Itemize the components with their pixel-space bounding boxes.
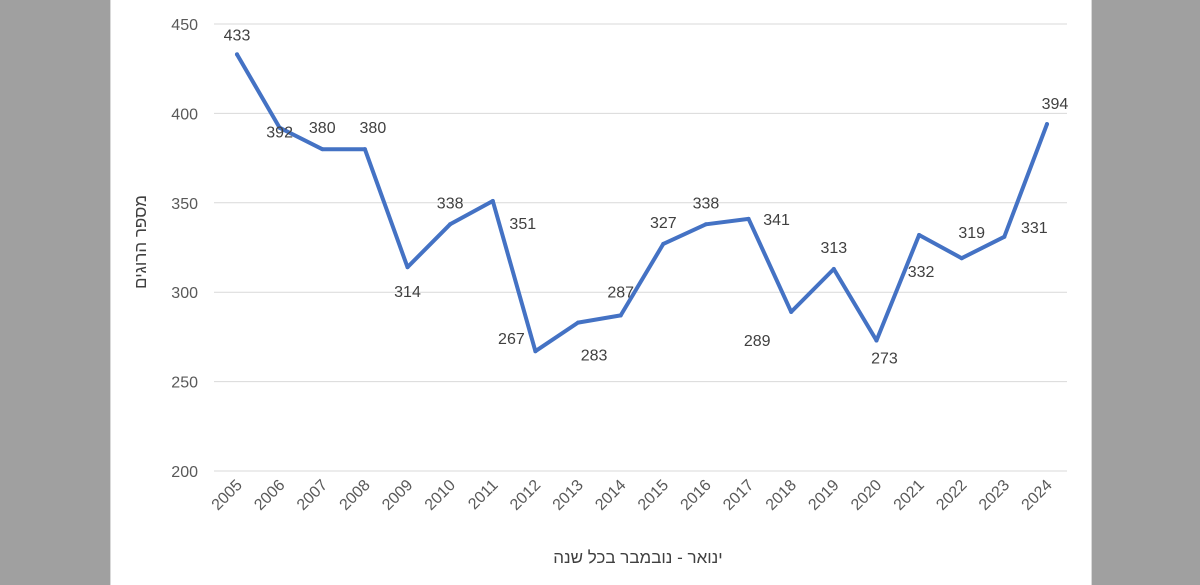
data-label: 319 bbox=[958, 225, 985, 242]
x-tick-label: 2022 bbox=[933, 477, 970, 514]
data-label: 351 bbox=[509, 216, 536, 233]
data-point bbox=[405, 265, 410, 270]
x-tick-label: 2016 bbox=[678, 477, 715, 514]
x-tick-label: 2017 bbox=[720, 477, 757, 514]
x-tick-label: 2018 bbox=[763, 477, 800, 514]
x-tick-label: 2019 bbox=[805, 477, 842, 514]
x-axis-title: ינואר - נובמבר בכל שנה bbox=[553, 548, 722, 567]
data-point bbox=[661, 241, 666, 246]
data-point bbox=[277, 125, 282, 130]
y-tick-label: 200 bbox=[171, 464, 198, 481]
data-labels-group: 433 392 380 380 314 338 351 267 283 287 327 338 341 2… bbox=[224, 27, 1069, 367]
data-label: 273 bbox=[871, 350, 898, 367]
x-tick-label: 2010 bbox=[422, 477, 459, 514]
data-point bbox=[235, 52, 239, 57]
data-label: 283 bbox=[581, 348, 608, 365]
x-tick-label: 2006 bbox=[251, 477, 288, 514]
x-tick-label: 2023 bbox=[976, 477, 1013, 514]
data-point bbox=[789, 309, 794, 314]
x-tick-label: 2024 bbox=[1019, 477, 1056, 514]
data-label: 287 bbox=[607, 284, 634, 301]
y-axis-ticks: 200 250 300 350 400 450 bbox=[171, 17, 198, 481]
y-tick-label: 400 bbox=[171, 106, 198, 123]
x-tick-label: 2007 bbox=[294, 477, 331, 514]
y-tick-label: 450 bbox=[171, 17, 198, 34]
data-point bbox=[831, 266, 836, 271]
x-tick-label: 2014 bbox=[592, 477, 629, 514]
x-tick-label: 2011 bbox=[465, 477, 501, 513]
data-label: 380 bbox=[360, 120, 387, 137]
data-label: 313 bbox=[820, 240, 847, 257]
y-axis-title: מספר הרוגים bbox=[131, 195, 150, 289]
series-line bbox=[235, 52, 1049, 354]
data-label: 394 bbox=[1042, 96, 1069, 113]
x-tick-label: 2012 bbox=[507, 477, 544, 514]
data-point bbox=[1044, 122, 1049, 127]
data-point bbox=[874, 338, 879, 343]
data-label: 433 bbox=[224, 27, 251, 44]
data-label: 341 bbox=[763, 212, 790, 229]
x-axis-ticks: 2005 2006 2007 2008 2009 2010 2011 2012 2013 2014… bbox=[209, 477, 1056, 514]
x-tick-label: 2008 bbox=[337, 477, 374, 514]
data-point bbox=[448, 222, 453, 227]
data-point bbox=[1002, 234, 1007, 239]
y-tick-label: 250 bbox=[171, 375, 198, 392]
data-label: 289 bbox=[744, 333, 771, 350]
x-tick-label: 2009 bbox=[379, 477, 416, 514]
data-point bbox=[576, 320, 581, 325]
x-tick-label: 2021 bbox=[891, 477, 928, 514]
x-tick-label: 2015 bbox=[635, 477, 672, 514]
data-point bbox=[917, 232, 922, 237]
x-tick-label: 2005 bbox=[209, 477, 246, 514]
data-label: 338 bbox=[437, 195, 464, 212]
data-label: 380 bbox=[309, 120, 336, 137]
data-point bbox=[618, 313, 623, 318]
data-label: 338 bbox=[693, 195, 720, 212]
data-label: 392 bbox=[266, 125, 293, 142]
data-point bbox=[362, 147, 367, 152]
series-group bbox=[235, 52, 1049, 354]
data-point bbox=[959, 256, 964, 261]
data-point bbox=[746, 216, 751, 221]
x-tick-label: 2020 bbox=[848, 477, 885, 514]
data-point bbox=[533, 349, 538, 354]
data-label: 327 bbox=[650, 215, 677, 232]
gridlines bbox=[214, 23, 1067, 472]
data-label: 314 bbox=[394, 284, 421, 301]
data-label: 267 bbox=[498, 331, 525, 348]
data-label: 332 bbox=[908, 264, 935, 281]
y-tick-label: 350 bbox=[171, 196, 198, 213]
data-point bbox=[490, 199, 495, 204]
y-tick-label: 300 bbox=[171, 285, 198, 302]
data-point bbox=[320, 147, 325, 152]
x-tick-label: 2013 bbox=[550, 477, 587, 514]
data-label: 331 bbox=[1021, 220, 1048, 237]
data-point bbox=[703, 222, 708, 227]
